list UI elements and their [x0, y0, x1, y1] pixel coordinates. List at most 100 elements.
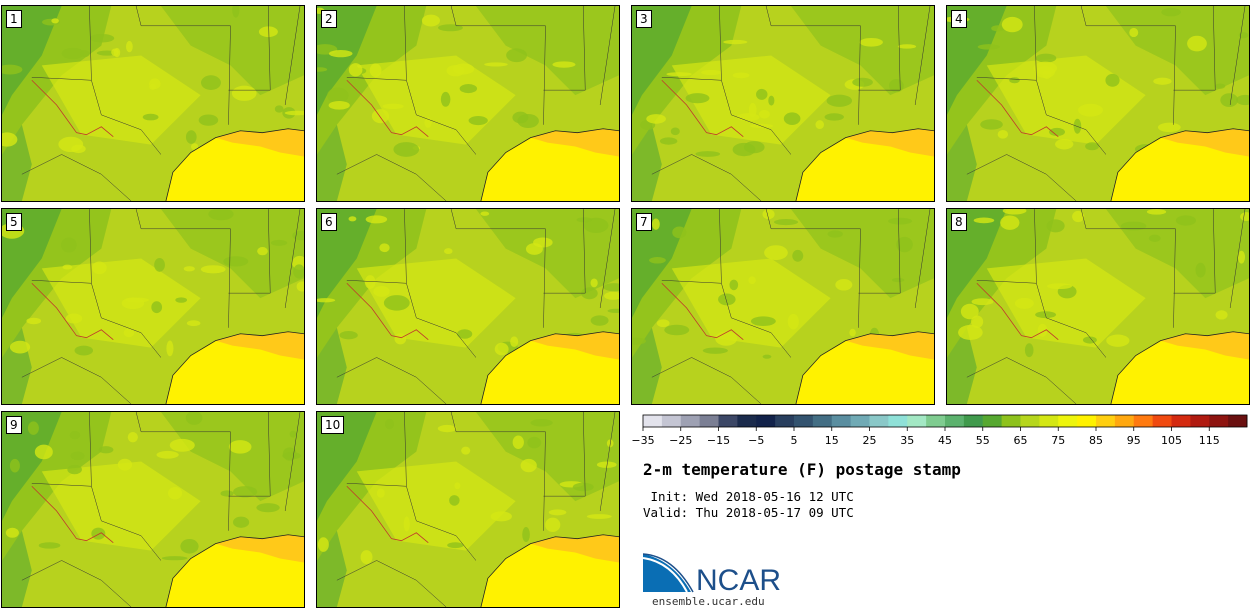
terrain-northeast — [1105, 209, 1249, 299]
terrain-patch — [89, 33, 115, 43]
terrain-patch — [424, 117, 432, 128]
terrain-patch — [548, 509, 567, 516]
terrain-patch — [510, 336, 519, 348]
terrain-patch — [685, 93, 710, 104]
terrain-patch — [169, 438, 195, 452]
terrain-northeast — [475, 412, 619, 502]
terrain-patch — [437, 424, 457, 433]
terrain-patch — [545, 517, 561, 532]
terrain-patch — [180, 538, 199, 554]
terrain-patch — [718, 293, 736, 306]
terrain-patch — [896, 236, 913, 253]
terrain-patch — [1129, 27, 1139, 38]
colorbar-bin-6 — [756, 415, 776, 427]
rio-grande — [346, 79, 429, 137]
colorbar-tick-label-6: 25 — [863, 434, 877, 447]
colorbar-bin-0 — [643, 415, 663, 427]
terrain-patch — [750, 123, 774, 129]
terrain-patch — [317, 298, 336, 303]
postage-stamp-5: 5 — [1, 208, 305, 405]
terrain-patch — [971, 298, 994, 306]
terrain-patch — [672, 226, 687, 239]
terrain-northeast — [475, 6, 619, 96]
terrain-patch — [512, 111, 529, 124]
member-label-6: 6 — [321, 213, 337, 231]
terrain-patch — [1187, 35, 1207, 52]
postage-stamp-10: 10 — [316, 411, 620, 608]
terrain-patch — [552, 61, 576, 68]
colorbar-bin-19 — [1001, 415, 1021, 427]
terrain-patch — [723, 39, 748, 45]
terrain-patch — [26, 317, 42, 325]
mountains-west — [2, 412, 62, 521]
warm-area-central — [41, 258, 201, 348]
terrain-patch — [117, 458, 133, 471]
postage-stamp-9: 9 — [1, 411, 305, 608]
terrain-patch — [444, 248, 453, 255]
terrain-patch — [1037, 323, 1048, 337]
terrain-patch — [670, 127, 680, 136]
terrain-patch — [1215, 310, 1228, 320]
terrain-patch — [1146, 209, 1167, 215]
terrain-patch — [1120, 221, 1147, 231]
colorbar-bin-26 — [1133, 415, 1154, 427]
terrain-patch — [512, 435, 524, 449]
terrain-patch — [977, 44, 1000, 50]
colorbar-bin-17 — [963, 415, 984, 427]
terrain-patch — [827, 230, 843, 238]
terrain-patch — [891, 277, 905, 283]
terrain-patch — [327, 87, 349, 104]
terrain-patch — [200, 265, 226, 274]
map-1 — [2, 6, 304, 201]
state-boundaries — [651, 6, 931, 201]
postage-stamp-3: 3 — [631, 5, 935, 202]
terrain-patch — [826, 94, 853, 107]
member-label-10: 10 — [321, 416, 345, 434]
terrain-patch — [58, 136, 84, 153]
terrain-patch — [533, 237, 553, 248]
terrain-patch — [1072, 210, 1085, 223]
terrain-patch — [317, 67, 328, 72]
colorbar-tick-label-7: 35 — [900, 434, 914, 447]
terrain-patch — [393, 142, 420, 157]
terrain-patch — [572, 482, 594, 492]
colorbar-bin-23 — [1077, 415, 1097, 427]
terrain-patch — [27, 421, 39, 435]
mountains-west — [947, 209, 1007, 318]
terrain-patch — [339, 331, 358, 340]
terrain-patch — [1105, 73, 1120, 87]
terrain-patch — [1153, 77, 1172, 85]
terrain-patch — [590, 315, 609, 326]
terrain-patch — [530, 419, 553, 427]
rio-grande — [661, 79, 744, 137]
terrain-patch — [51, 18, 59, 24]
terrain-patch — [1240, 212, 1249, 221]
member-label-4: 4 — [951, 10, 967, 28]
terrain-patch — [61, 237, 77, 253]
terrain-patch — [973, 217, 995, 224]
valid-time: Valid: Thu 2018-05-17 09 UTC — [643, 505, 854, 520]
terrain-patch — [729, 279, 739, 291]
terrain-patch — [454, 482, 461, 490]
rio-grande — [31, 485, 114, 543]
colorbar-bin-16 — [945, 415, 965, 427]
terrain-patch — [748, 276, 756, 285]
terrain-patch — [750, 316, 776, 327]
colorbar-bin-1 — [661, 415, 682, 427]
terrain-patch — [2, 64, 23, 75]
terrain-patch — [971, 315, 984, 329]
terrain-patch — [1009, 77, 1020, 84]
terrain-patch — [447, 542, 464, 549]
colorbar-bin-25 — [1114, 415, 1135, 427]
colorbar-bin-22 — [1058, 415, 1078, 427]
colorbar-bin-13 — [888, 415, 908, 427]
colorbar-bin-15 — [926, 415, 946, 427]
terrain-patch — [1078, 103, 1103, 117]
terrain-patch — [1085, 142, 1100, 151]
colorbar-tick-label-8: 45 — [938, 434, 952, 447]
terrain-patch — [1035, 53, 1057, 63]
terrain-patch — [70, 451, 85, 461]
terrain-patch — [1237, 250, 1246, 264]
colorbar-bin-8 — [794, 415, 814, 427]
map-10 — [317, 412, 619, 607]
